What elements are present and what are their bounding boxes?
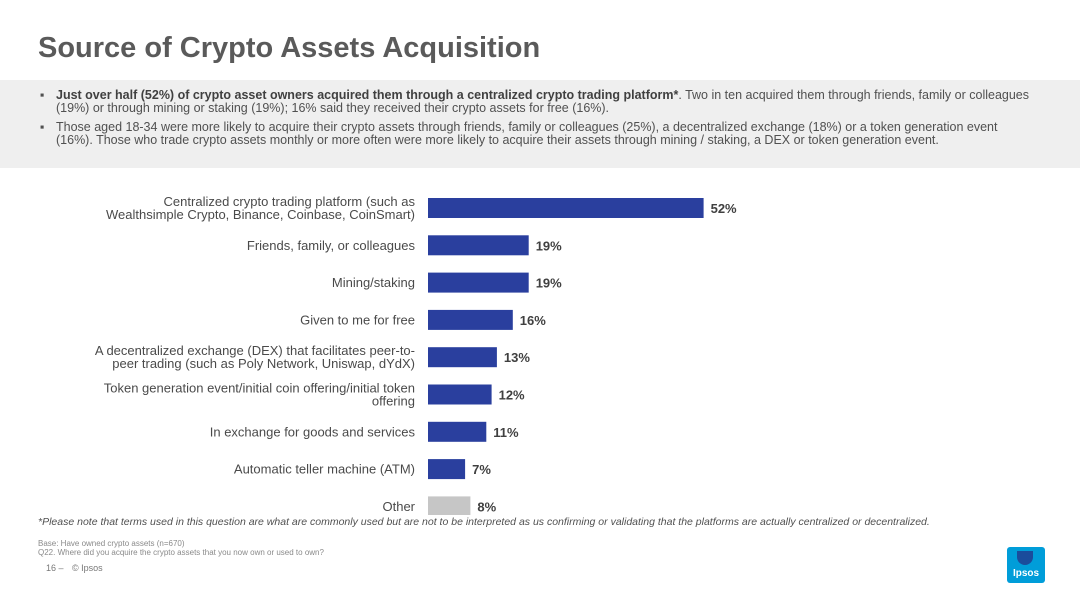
value-label-7: 11%: [493, 425, 519, 440]
summary-text-1: Just over half (52%) of crypto asset own…: [56, 89, 1036, 114]
value-label-8: 7%: [472, 462, 491, 477]
logo-accent: [1017, 551, 1033, 565]
bar-6: [428, 384, 492, 405]
bar-2: [428, 235, 529, 256]
page-number: 16 –: [46, 563, 64, 573]
summary-bold-1: Just over half (52%) of crypto asset own…: [56, 88, 679, 102]
category-label-8-line-1: Automatic teller machine (ATM): [234, 462, 415, 477]
category-label-6-line-2: offering: [372, 394, 415, 409]
page-title: Source of Crypto Assets Acquisition: [38, 32, 541, 64]
bullet-mark: ▪: [40, 88, 45, 102]
value-label-3: 19%: [536, 276, 562, 291]
bar-4: [428, 309, 513, 330]
category-label-4-line-1: Given to me for free: [300, 312, 415, 327]
bar-8: [428, 459, 466, 480]
value-label-6: 12%: [499, 388, 525, 403]
category-label-3-line-1: Mining/staking: [332, 275, 415, 290]
summary-text-2: Those aged 18-34 were more likely to acq…: [56, 121, 1036, 146]
category-label-7-line-1: In exchange for goods and services: [210, 424, 416, 439]
summary-panel: ▪ Just over half (52%) of crypto asset o…: [0, 80, 1080, 168]
bar-chart: 52% Centralized crypto trading platform (…: [95, 194, 737, 515]
footnote: *Please note that terms used in this que…: [38, 516, 930, 528]
category-label-9-line-1: Other: [382, 499, 415, 514]
logo-text: Ipsos: [1012, 568, 1040, 579]
value-label-4: 16%: [520, 313, 546, 328]
bar-3: [428, 272, 529, 293]
category-label-1-line-2: Wealthsimple Crypto, Binance, Coinbase, …: [106, 207, 415, 222]
value-label-5: 13%: [504, 350, 530, 365]
base-note: Base: Have owned crypto assets (n=670): [38, 539, 185, 548]
summary-rest-1: . Two in ten acquired them through frien…: [56, 88, 1030, 115]
value-label-2: 19%: [536, 238, 562, 253]
bullet-mark: ▪: [40, 120, 45, 134]
value-label-1: 52%: [711, 201, 737, 216]
category-label-5-line-1: A decentralized exchange (DEX) that faci…: [95, 343, 415, 358]
bar-7: [428, 421, 487, 442]
question-note: Q22. Where did you acquire the crypto as…: [38, 548, 324, 557]
bar-9: [428, 496, 471, 515]
category-label-5-line-2: peer trading (such as Poly Network, Unis…: [112, 356, 415, 371]
category-label-2-line-1: Friends, family, or colleagues: [247, 238, 416, 253]
value-label-9: 8%: [477, 499, 496, 514]
ipsos-logo: Ipsos: [1007, 547, 1045, 583]
bar-1: [428, 198, 704, 218]
bar-5: [428, 347, 497, 368]
category-label-6-line-1: Token generation event/initial coin offe…: [104, 381, 415, 396]
summary-rest-2: Those aged 18-34 were more likely to acq…: [56, 120, 998, 147]
category-label-1-line-1: Centralized crypto trading platform (suc…: [164, 194, 416, 209]
copyright: © Ipsos: [72, 563, 103, 573]
